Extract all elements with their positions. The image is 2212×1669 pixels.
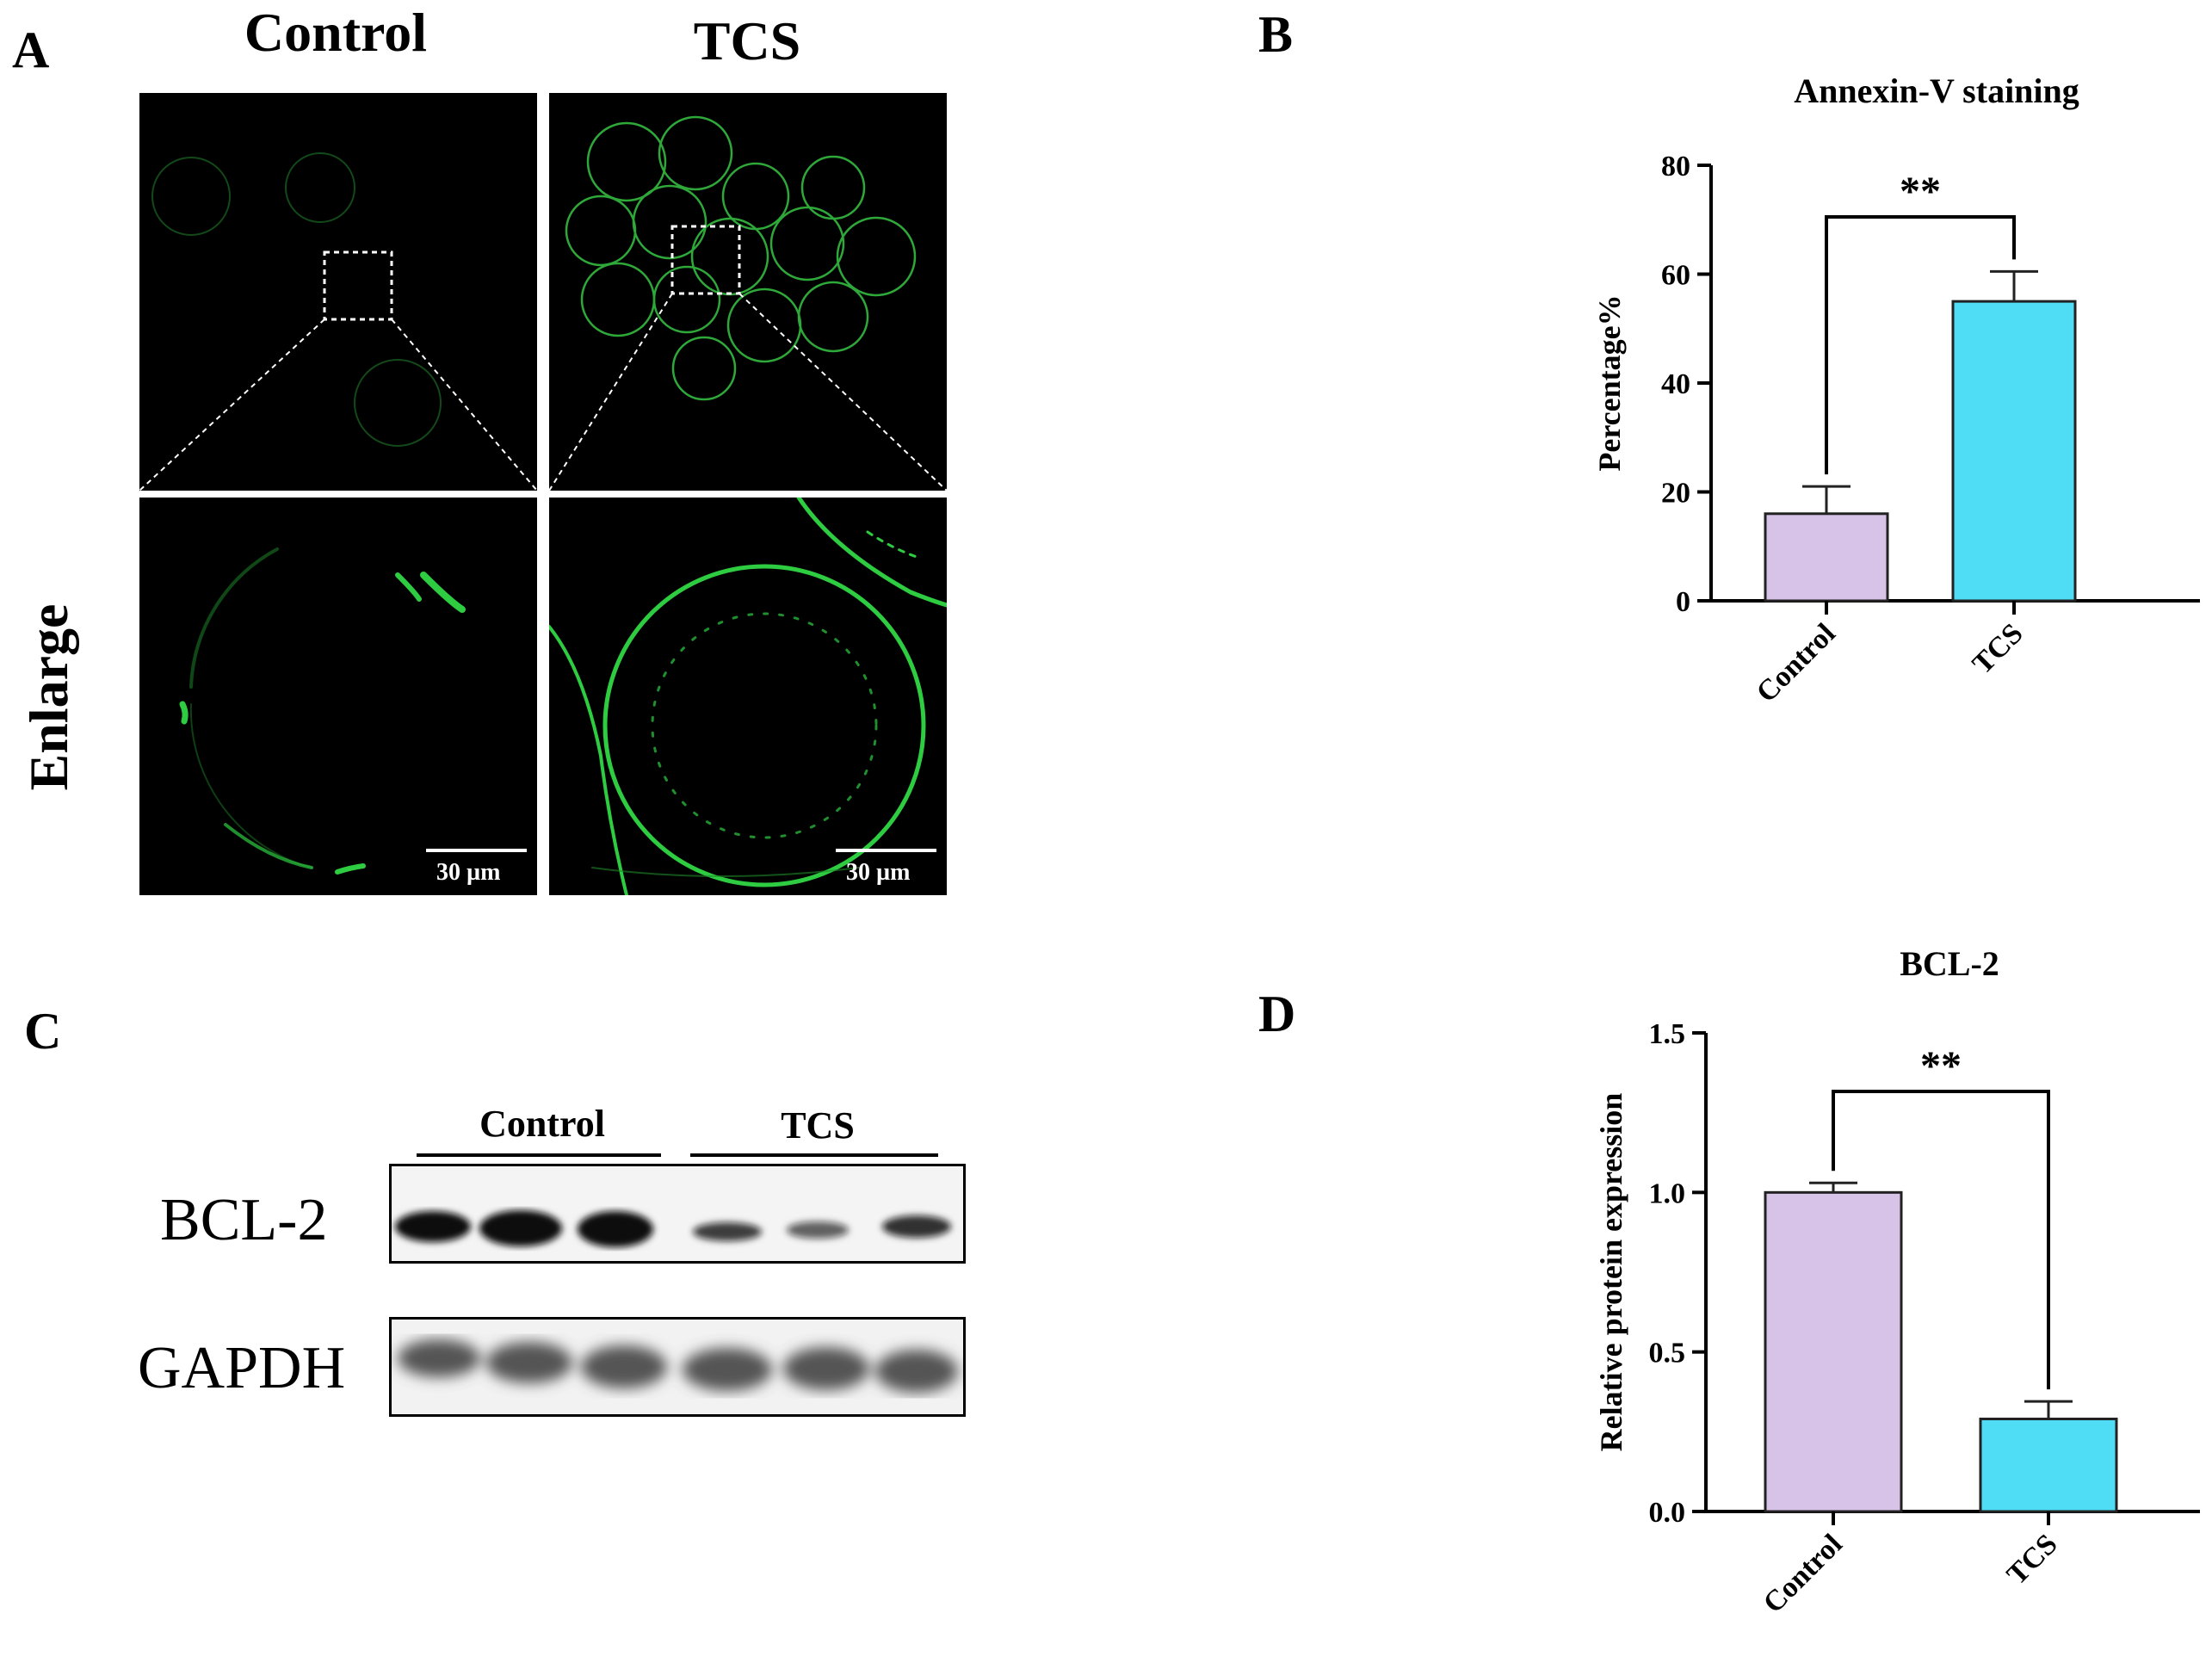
scale-bar-label: 30 µm (846, 859, 911, 886)
significance-label: ** (1920, 1043, 1962, 1089)
bar-control (1764, 1190, 1903, 1513)
bar-control (1764, 512, 1889, 603)
chart-b: 0 20 40 60 80 Percentage% Control TCS ** (1592, 151, 2200, 708)
y-tick-label: 60 (1661, 260, 1690, 292)
y-tick-label: 20 (1661, 478, 1690, 510)
y-tick-label: 0.0 (1649, 1497, 1686, 1529)
x-tick-label: TCS (2001, 1528, 2064, 1591)
micrograph-control-enlarged: 30 µm (139, 498, 537, 895)
panel-b-letter: B (1258, 6, 1294, 63)
micrograph-control-overview (139, 93, 537, 491)
y-axis-label: Relative protein expression (1594, 1093, 1628, 1452)
y-tick-label: 1.0 (1649, 1178, 1686, 1209)
y-tick-label: 0 (1676, 586, 1690, 618)
blot-group-line-control (417, 1153, 661, 1157)
micrograph-tcs-overview (549, 93, 947, 491)
blot-gapdh (389, 1317, 966, 1417)
y-axis-label: Percentage% (1592, 294, 1627, 471)
y-tick-label: 0.5 (1649, 1338, 1686, 1369)
y-tick-label: 40 (1661, 368, 1690, 400)
panel-c-letter: C (24, 1003, 62, 1060)
zoom-box (670, 225, 741, 295)
x-tick-label: Control (1758, 1528, 1849, 1619)
significance-bracket (1832, 1090, 2050, 1390)
zoom-box (323, 250, 393, 321)
blot-row-label-bcl2: BCL-2 (160, 1187, 328, 1253)
chart-d: 0.0 0.5 1.0 1.5 Relative protein expression C… (1594, 1018, 2200, 1619)
blot-group-line-tcs (690, 1153, 938, 1157)
bar-tcs (1979, 1418, 2118, 1513)
significance-bracket (1825, 215, 2016, 475)
y-tick-label: 80 (1661, 151, 1690, 182)
scale-bar-label: 30 µm (436, 859, 501, 886)
panel-a-letter: A (12, 22, 50, 78)
y-tick-label: 1.5 (1649, 1018, 1686, 1050)
chart-d-title: BCL-2 (1900, 944, 1999, 983)
column-title-control: Control (244, 2, 428, 63)
significance-label: ** (1900, 169, 1941, 214)
row-label-enlarge: Enlarge (18, 603, 79, 791)
column-title-tcs: TCS (693, 10, 801, 71)
panel-d-letter: D (1258, 986, 1296, 1042)
blot-row-label-gapdh: GAPDH (138, 1335, 346, 1401)
blot-bcl2 (389, 1164, 966, 1264)
x-tick-label: TCS (1967, 617, 2030, 680)
micrograph-tcs-enlarged: 30 µm (549, 498, 947, 895)
blot-group-control: Control (479, 1103, 605, 1145)
bar-tcs (1951, 300, 2077, 603)
chart-b-title: Annexin-V staining (1794, 71, 2079, 110)
blot-group-tcs: TCS (781, 1104, 855, 1147)
x-tick-label: Control (1751, 617, 1842, 708)
